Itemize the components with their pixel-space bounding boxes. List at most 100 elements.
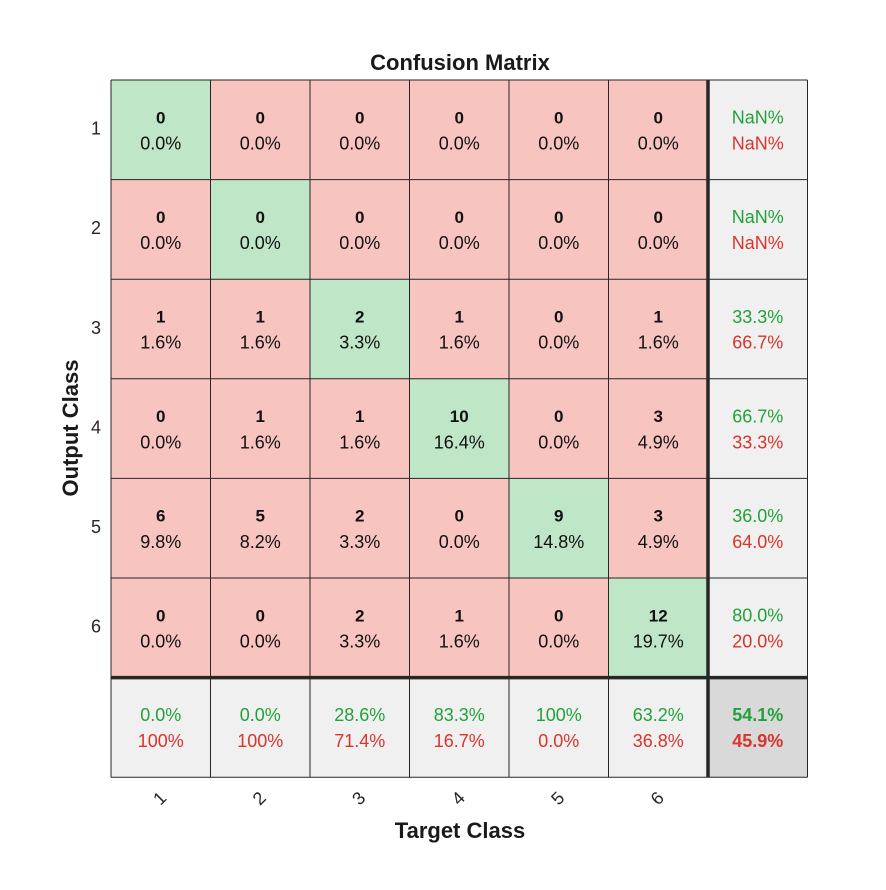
- cell-percent: 1.6%: [339, 432, 380, 452]
- cell-count: 0: [654, 208, 663, 227]
- cell-percent: 0.0%: [140, 233, 181, 253]
- matrix-cell-1-4: [409, 80, 509, 180]
- x-tick-label: 3: [348, 788, 369, 809]
- overall-correct: 54.1%: [732, 705, 783, 725]
- row-summary-incorrect: NaN%: [732, 133, 784, 153]
- cell-count: 3: [654, 507, 663, 526]
- row-summary-cell: [708, 478, 808, 578]
- matrix-cell-4-6: [608, 378, 708, 479]
- column-summary-cell: [210, 677, 310, 778]
- cell-count: 0: [355, 208, 364, 227]
- column-summary-incorrect: 36.8%: [633, 731, 684, 751]
- column-summary-cell: [509, 677, 609, 778]
- row-summary-correct: NaN%: [732, 207, 784, 227]
- matrix-cell-6-1: [111, 578, 211, 678]
- matrix-cell-2-1: [111, 179, 211, 280]
- matrix-cell-1-1: [111, 80, 211, 180]
- matrix-cell-6-2: [210, 578, 310, 678]
- cell-percent: 1.6%: [140, 333, 181, 353]
- row-summary-cell: [708, 378, 808, 479]
- column-summary-incorrect: 100%: [138, 731, 184, 751]
- chart-title: Confusion Matrix: [370, 50, 550, 75]
- y-tick-label: 1: [91, 119, 101, 139]
- x-axis-label: Target Class: [394, 818, 526, 843]
- cell-percent: 0.0%: [638, 233, 679, 253]
- x-tick-label: 2: [249, 788, 270, 809]
- matrix-cell-6-3: [310, 578, 410, 678]
- row-summary-correct: 36.0%: [732, 506, 783, 526]
- cell-count: 2: [355, 606, 364, 625]
- matrix-cell-4-1: [111, 378, 211, 479]
- row-summary-incorrect: 20.0%: [732, 631, 783, 651]
- column-summary-cell: [111, 677, 211, 778]
- column-summary-correct: 100%: [536, 705, 582, 725]
- matrix-cell-5-3: [310, 478, 410, 578]
- cell-percent: 3.3%: [339, 333, 380, 353]
- cell-count: 1: [654, 308, 663, 327]
- cell-count: 5: [256, 507, 265, 526]
- row-summary-incorrect: 64.0%: [732, 532, 783, 552]
- x-tick-label: 4: [448, 788, 469, 809]
- row-summary-cell: [708, 578, 808, 678]
- cell-percent: 0.0%: [240, 233, 281, 253]
- cell-percent: 0.0%: [140, 631, 181, 651]
- cell-count: 1: [455, 606, 464, 625]
- column-summary-correct: 0.0%: [240, 705, 281, 725]
- cell-count: 0: [156, 606, 165, 625]
- cell-count: 0: [654, 108, 663, 127]
- cell-count: 9: [554, 507, 563, 526]
- x-tick-label: 5: [547, 788, 568, 809]
- matrix-cell-4-5: [509, 378, 609, 479]
- row-summary-correct: 33.3%: [732, 307, 783, 327]
- cell-percent: 9.8%: [140, 532, 181, 552]
- cell-percent: 0.0%: [538, 432, 579, 452]
- matrix-cell-3-1: [111, 279, 211, 379]
- cell-count: 0: [455, 108, 464, 127]
- cell-count: 0: [554, 208, 563, 227]
- cell-count: 0: [455, 208, 464, 227]
- cell-percent: 0.0%: [538, 133, 579, 153]
- cell-count: 3: [654, 407, 663, 426]
- cell-percent: 0.0%: [140, 432, 181, 452]
- cell-count: 1: [156, 308, 165, 327]
- cell-percent: 0.0%: [538, 233, 579, 253]
- column-summary-incorrect: 71.4%: [334, 731, 385, 751]
- cell-percent: 0.0%: [538, 631, 579, 651]
- cell-percent: 16.4%: [434, 432, 485, 452]
- cell-count: 12: [649, 606, 668, 625]
- cell-percent: 0.0%: [140, 133, 181, 153]
- row-summary-incorrect: NaN%: [732, 233, 784, 253]
- matrix-cell-1-5: [509, 80, 609, 180]
- cell-percent: 0.0%: [339, 133, 380, 153]
- column-summary-incorrect: 16.7%: [434, 731, 485, 751]
- matrix-cell-3-5: [509, 279, 609, 379]
- matrix-cell-3-6: [608, 279, 708, 379]
- matrix-cell-2-5: [509, 179, 609, 280]
- matrix-cell-5-1: [111, 478, 211, 578]
- cell-count: 0: [554, 108, 563, 127]
- matrix-cell-1-6: [608, 80, 708, 180]
- row-summary-incorrect: 33.3%: [732, 432, 783, 452]
- cell-count: 0: [256, 208, 265, 227]
- matrix-cell-3-4: [409, 279, 509, 379]
- cell-count: 2: [355, 308, 364, 327]
- cell-percent: 4.9%: [638, 432, 679, 452]
- matrix-cell-2-2: [210, 179, 310, 280]
- row-summary-incorrect: 66.7%: [732, 333, 783, 353]
- matrix-cell-4-3: [310, 378, 410, 479]
- cell-count: 0: [256, 606, 265, 625]
- cell-count: 0: [554, 308, 563, 327]
- matrix-cell-5-5: [509, 478, 609, 578]
- column-summary-correct: 0.0%: [140, 705, 181, 725]
- cell-percent: 14.8%: [533, 532, 584, 552]
- cell-count: 1: [355, 407, 364, 426]
- row-summary-correct: 80.0%: [732, 606, 783, 626]
- cell-percent: 1.6%: [638, 333, 679, 353]
- cell-percent: 0.0%: [439, 133, 480, 153]
- column-summary-cell: [409, 677, 509, 778]
- cell-percent: 0.0%: [339, 233, 380, 253]
- cell-count: 0: [156, 108, 165, 127]
- overall-accuracy-cell: [708, 677, 808, 778]
